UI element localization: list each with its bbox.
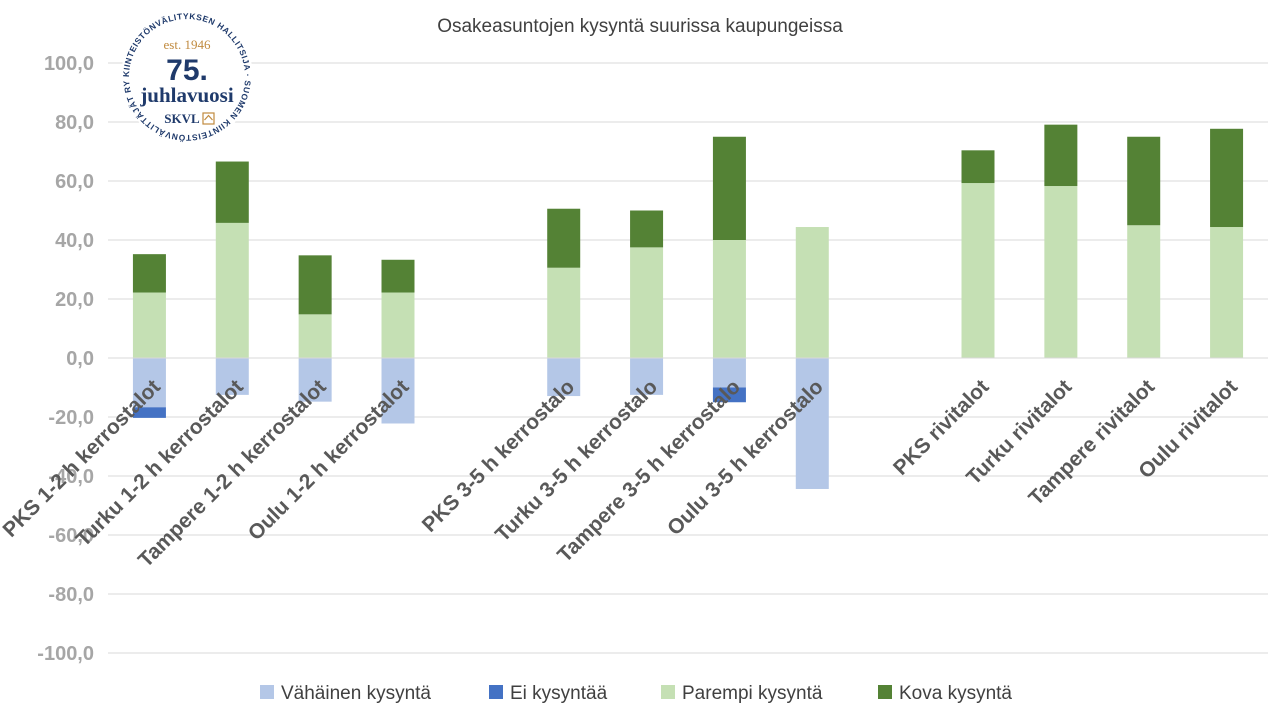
logo-skvl-text: SKVL: [164, 111, 200, 126]
bar-segment: [298, 255, 332, 315]
chart-title: Osakeasuntojen kysyntä suurissa kaupunge…: [437, 16, 843, 37]
y-tick-label: 100,0: [44, 53, 94, 75]
x-tick-label: Turku 3-5 h kerrostalo: [491, 375, 662, 546]
y-tick-label: -100,0: [37, 643, 94, 665]
bar-segment: [1044, 124, 1078, 187]
legend-label: Ei kysyntää: [510, 683, 608, 704]
bar-segment: [961, 150, 995, 184]
bar-segment: [381, 358, 415, 424]
logo-juhlavuosi-text: juhlavuosi: [139, 83, 234, 107]
bar-segment: [1044, 186, 1078, 358]
bar-segment: [132, 254, 166, 293]
legend-label: Vähäinen kysyntä: [281, 683, 431, 704]
y-tick-label: 80,0: [55, 112, 94, 134]
bar-segment: [1127, 225, 1161, 358]
logo-75-text: 75.: [166, 54, 208, 87]
logo-est-text: est. 1946: [164, 37, 211, 52]
bar-segment: [712, 387, 746, 403]
bar-segment: [215, 161, 249, 223]
bars: [132, 124, 1244, 489]
logo-roof-icon: [204, 114, 213, 121]
bar-segment: [712, 358, 746, 388]
bar-segment: [630, 247, 664, 358]
bar-segment: [630, 358, 664, 395]
bar-segment: [381, 259, 415, 293]
bar-segment: [132, 292, 166, 358]
legend-label: Parempi kysyntä: [682, 683, 823, 704]
legend-swatch: [878, 685, 892, 699]
logo-badge-background: [121, 11, 253, 143]
bar-segment: [712, 240, 746, 358]
legend-swatch: [489, 685, 503, 699]
y-tick-label: -60,0: [48, 525, 94, 547]
x-tick-label: PKS 3-5 h kerrostalo: [418, 375, 580, 537]
y-tick-label: 60,0: [55, 171, 94, 193]
x-tick-label: PKS 1-2 h kerrostalot: [0, 375, 165, 541]
bar-segment: [298, 314, 332, 358]
bar-segment: [712, 136, 746, 240]
bar-segment: [795, 227, 829, 358]
bar-segment: [298, 358, 332, 402]
bar-segment: [795, 358, 829, 489]
legend-swatch: [661, 685, 675, 699]
bar-segment: [547, 208, 581, 268]
bar-segment: [547, 358, 581, 397]
bar-segment: [1210, 128, 1244, 228]
legend-label: Kova kysyntä: [899, 683, 1012, 704]
y-tick-label: -80,0: [48, 584, 94, 606]
bar-segment: [1127, 136, 1161, 226]
y-tick-label: 20,0: [55, 289, 94, 311]
bar-segment: [132, 358, 166, 408]
bar-segment: [215, 358, 249, 395]
bar-segment: [381, 292, 415, 358]
bar-segment: [132, 407, 166, 418]
y-axis-ticks: 100,0 80,0 60,0 40,0 20,0 0,0 -20,0 -40,0 -60,0 -…: [37, 53, 94, 665]
y-tick-label: 40,0: [55, 230, 94, 252]
skvl-anniversary-logo: KIINTEISTÖNVÄLITYKSEN HALLITSIJA · SUOME…: [121, 11, 253, 143]
bar-segment: [1210, 227, 1244, 358]
bar-segment: [215, 222, 249, 358]
legend-swatch: [260, 685, 274, 699]
y-tick-label: 0,0: [66, 348, 94, 370]
bar-segment: [547, 267, 581, 358]
legend: Vähäinen kysyntä Ei kysyntää Parempi kysyn…: [260, 683, 1012, 704]
y-tick-label: -20,0: [48, 407, 94, 429]
bar-segment: [961, 183, 995, 358]
logo-house-icon: [202, 112, 215, 125]
bar-segment: [630, 210, 664, 248]
y-tick-label: -40,0: [48, 466, 94, 488]
